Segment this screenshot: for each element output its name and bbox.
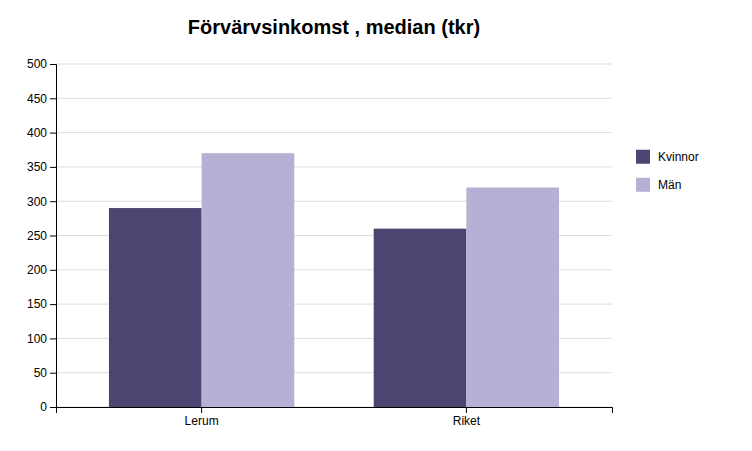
y-tick-label: 500 <box>27 57 47 71</box>
y-tick-label: 50 <box>34 366 48 380</box>
y-tick: 50 <box>34 366 56 380</box>
y-tick-label: 250 <box>27 229 47 243</box>
legend-swatch <box>636 178 650 192</box>
y-tick: 300 <box>27 195 56 209</box>
y-tick-mark <box>50 338 56 339</box>
bar <box>466 187 559 407</box>
x-tick-mark <box>466 407 467 413</box>
y-tick-mark <box>50 133 56 134</box>
y-tick-label: 150 <box>27 297 47 311</box>
x-tick-label: Lerum <box>185 414 219 428</box>
y-tick-mark <box>50 167 56 168</box>
bar <box>109 208 202 407</box>
bar <box>374 229 467 407</box>
y-tick-label: 100 <box>27 332 47 346</box>
grid <box>56 64 612 407</box>
legend-label: Kvinnor <box>658 150 699 164</box>
y-tick-label: 350 <box>27 160 47 174</box>
y-tick: 200 <box>27 263 56 277</box>
legend-swatch <box>636 150 650 164</box>
bar <box>202 153 295 407</box>
y-tick-mark <box>50 407 56 408</box>
y-tick: 100 <box>27 332 56 346</box>
y-tick-mark <box>50 304 56 305</box>
y-tick: 500 <box>27 57 56 71</box>
bar-series <box>202 153 559 407</box>
y-tick-label: 0 <box>40 400 47 414</box>
y-tick-mark <box>50 98 56 99</box>
grid-line <box>56 64 612 65</box>
grid-line <box>56 166 612 167</box>
y-tick-label: 400 <box>27 126 47 140</box>
x-tick-mark <box>201 407 202 413</box>
title: Förvärvsinkomst , median (tkr) <box>188 16 480 38</box>
y-tick-label: 200 <box>27 263 47 277</box>
legend: Kvinnor Män <box>636 150 699 193</box>
y-tick-label: 300 <box>27 195 47 209</box>
y-tick-mark <box>50 64 56 65</box>
y-tick: 150 <box>27 297 56 311</box>
plot: 0 50 100 150 200 250 300 350 400 450 500 Lerum Riket <box>27 57 613 427</box>
y-tick: 400 <box>27 126 56 140</box>
y-tick: 0 <box>40 400 56 414</box>
legend-label: Män <box>658 178 681 192</box>
y-tick: 250 <box>27 229 56 243</box>
x-tick: Lerum <box>185 407 219 428</box>
x-axis-line <box>57 408 613 414</box>
y-tick: 350 <box>27 160 56 174</box>
y-tick-mark <box>50 270 56 271</box>
bars <box>109 153 559 407</box>
x-axis: Lerum Riket <box>57 407 613 428</box>
chart: 0 50 100 150 200 250 300 350 400 450 500 Lerum Riket… <box>0 0 752 451</box>
y-tick-mark <box>50 236 56 237</box>
y-tick-mark <box>50 373 56 374</box>
legend-item: Kvinnor <box>636 150 699 165</box>
y-tick: 450 <box>27 92 56 106</box>
y-tick-label: 450 <box>27 92 47 106</box>
legend-item: Män <box>636 178 681 193</box>
grid-line <box>56 132 612 133</box>
y-axis: 0 50 100 150 200 250 300 350 400 450 500 <box>27 57 57 414</box>
y-axis-line <box>50 65 57 408</box>
y-tick-mark <box>50 201 56 202</box>
grid-line <box>56 98 612 99</box>
x-tick: Riket <box>453 407 481 428</box>
x-tick-label: Riket <box>453 414 481 428</box>
